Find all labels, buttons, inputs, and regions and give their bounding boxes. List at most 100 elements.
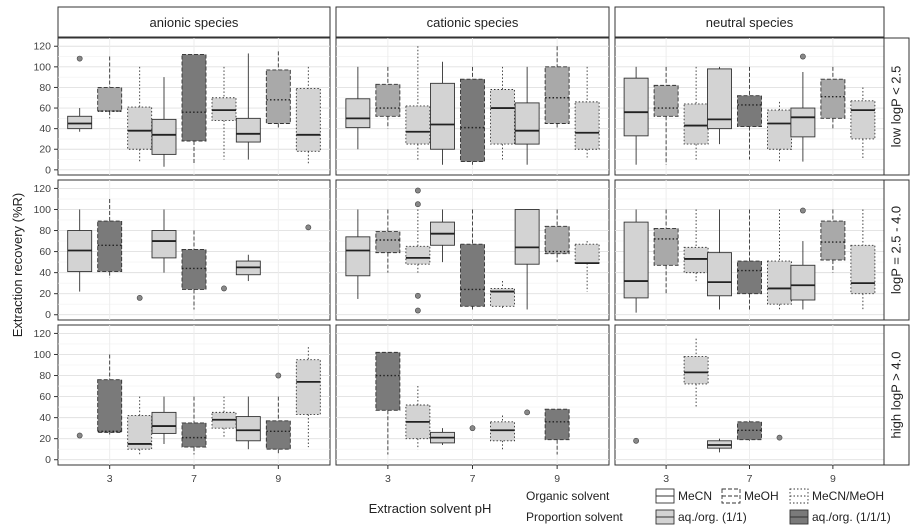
box-mecnmeoh-ph3: [127, 66, 153, 162]
x-tick-label: 7: [747, 473, 753, 485]
strip-top-2: [614, 6, 885, 38]
box-mecnmeoh-ph7: [776, 434, 783, 441]
legend-label: aq./org. (1/1/1): [812, 510, 891, 524]
y-tick-label: 100: [33, 61, 51, 73]
box-iqr: [683, 103, 709, 145]
box-meoh-ph3: [97, 198, 123, 278]
legend-key-proportion-1: aq./org. (1/1/1): [789, 509, 891, 525]
box-mecn-ph7: [430, 209, 455, 263]
x-tick-label: 3: [385, 473, 391, 485]
box-mecn-ph9: [524, 409, 531, 416]
legend-key-mecnmeoh: MeCN/MeOH: [789, 488, 884, 504]
x-tick-label: 9: [275, 473, 281, 485]
box-meoh-ph7: [460, 209, 485, 310]
box-meoh-ph9: [820, 66, 846, 129]
box-iqr: [211, 97, 237, 121]
y-tick-label: 60: [39, 246, 51, 258]
legend-label: MeOH: [744, 489, 779, 503]
box-iqr: [181, 422, 207, 448]
box-meoh-ph9: [265, 372, 291, 455]
legend-title-organic: Organic solvent: [526, 489, 610, 503]
outlier-point: [524, 409, 531, 416]
boxes-layer: [67, 46, 876, 456]
box-mecn-ph9: [235, 53, 261, 160]
box-mecnmeoh-ph9: [850, 87, 876, 160]
box-iqr: [544, 225, 570, 255]
strip-label-column: cationic species: [427, 15, 519, 30]
y-tick-label: 20: [39, 288, 51, 300]
y-tick-label: 100: [33, 349, 51, 361]
box-meoh-ph7: [181, 230, 207, 310]
y-tick-label: 20: [39, 144, 51, 156]
box-mecnmeoh-ph7: [490, 281, 515, 310]
box-iqr: [767, 260, 792, 305]
box-iqr: [181, 249, 207, 290]
box-meoh-ph7: [181, 54, 207, 165]
box-iqr: [295, 88, 321, 152]
y-tick-label: 20: [39, 433, 51, 445]
box-mecnmeoh-ph3: [405, 187, 431, 314]
box-iqr: [737, 260, 762, 295]
box-iqr: [405, 245, 431, 265]
y-tick-label: 120: [33, 183, 51, 195]
box-mecn-ph9: [790, 207, 816, 310]
box-meoh-ph7: [737, 420, 762, 441]
box-mecn-ph3: [633, 437, 640, 444]
box-iqr: [490, 287, 515, 307]
box-mecn-ph9: [235, 396, 261, 450]
box-meoh-ph7: [737, 66, 762, 160]
legend-label: MeCN: [678, 489, 712, 503]
box-meoh-ph3: [653, 209, 679, 294]
box-iqr: [345, 236, 371, 277]
outlier-point: [136, 294, 143, 301]
box-mecnmeoh-ph7: [490, 66, 515, 160]
y-tick-label: 40: [39, 412, 51, 424]
outlier-point: [76, 55, 83, 62]
strip-label-row: logP = 2.5 - 4.0: [889, 206, 904, 294]
legend-label: aq./org. (1/1): [678, 510, 747, 524]
box-iqr: [151, 118, 177, 155]
box-iqr: [514, 102, 540, 145]
outlier-point: [76, 432, 83, 439]
outlier-point: [414, 307, 421, 314]
strip-label-row: low logP < 2.5: [889, 66, 904, 148]
box-iqr: [127, 106, 153, 150]
y-tick-label: 60: [39, 103, 51, 115]
y-tick-label: 40: [39, 123, 51, 135]
y-tick-label: 120: [33, 41, 51, 53]
box-iqr: [295, 359, 321, 415]
outlier-point: [275, 372, 282, 379]
box-mecnmeoh-ph3: [683, 338, 709, 408]
box-iqr: [97, 86, 123, 112]
box-mecnmeoh-ph9: [850, 209, 876, 310]
box-iqr: [490, 421, 515, 442]
box-meoh-ph7: [181, 396, 207, 455]
x-tick-label: 3: [107, 473, 113, 485]
box-iqr: [850, 244, 876, 295]
axes-layer: 0 20 40 60 80 100 120 0 20 40 60 80 100 120 0 20 40 60 80 1…: [33, 41, 835, 485]
y-axis-title: Extraction recovery (%R): [10, 193, 25, 337]
box-meoh-ph9: [544, 46, 570, 129]
box-iqr: [97, 220, 123, 273]
outlier-point: [305, 224, 312, 231]
box-iqr: [405, 105, 431, 145]
strip-right-0: [883, 37, 910, 176]
box-iqr: [850, 100, 876, 140]
outlier-point: [776, 434, 783, 441]
box-meoh-ph7: [460, 66, 485, 165]
box-meoh-ph9: [544, 209, 570, 263]
box-mecnmeoh-ph7: [221, 285, 227, 292]
legend-label: MeCN/MeOH: [812, 489, 884, 503]
strip-right-1: [883, 179, 910, 321]
box-iqr: [375, 351, 401, 411]
box-iqr: [151, 411, 177, 434]
y-tick-label: 0: [45, 454, 51, 466]
box-iqr: [737, 95, 762, 128]
box-iqr: [653, 84, 679, 117]
box-iqr: [790, 107, 816, 138]
box-meoh-ph9: [544, 408, 570, 455]
box-mecnmeoh-ph3: [405, 386, 431, 450]
outlier-point: [799, 207, 806, 214]
box-iqr: [574, 243, 600, 264]
box-mecn-ph9: [514, 209, 540, 310]
